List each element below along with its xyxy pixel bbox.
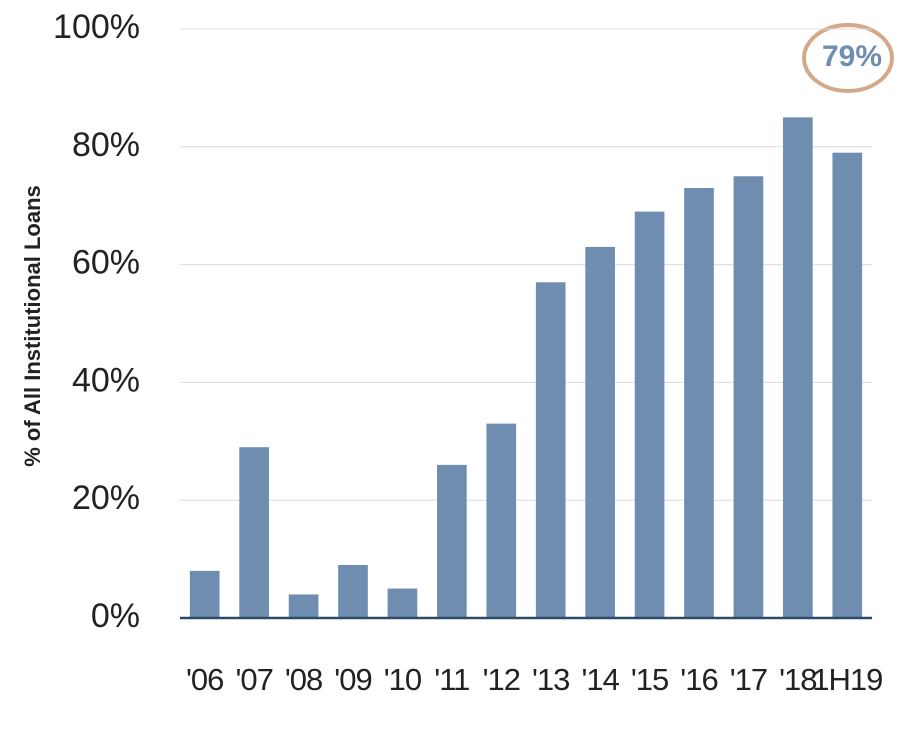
x-tick-label: '07 <box>235 662 272 697</box>
x-tick-label: '13 <box>532 662 569 697</box>
x-tick-label: '10 <box>384 662 422 697</box>
y-tick-label: 40% <box>72 361 140 399</box>
annotation-circle <box>802 23 894 93</box>
bar <box>437 464 467 618</box>
annotation: 79% <box>822 40 882 73</box>
bar <box>288 594 319 618</box>
x-tick-label: '08 <box>285 662 322 697</box>
y-tick-label: 80% <box>72 126 140 164</box>
x-tick-label: '12 <box>483 662 520 697</box>
x-tick-label: '16 <box>680 662 717 697</box>
x-tick-label: '14 <box>581 662 619 697</box>
bar <box>684 188 714 618</box>
y-axis-label: % of All Institutional Loans <box>20 185 45 467</box>
bar <box>239 447 269 618</box>
y-tick-label: 20% <box>72 479 140 517</box>
bar <box>783 117 813 618</box>
x-tick-label: '15 <box>631 662 668 697</box>
bar <box>486 423 517 618</box>
bar <box>535 282 566 618</box>
bar <box>338 564 368 618</box>
x-tick-label: '17 <box>730 662 767 697</box>
x-tick-label: '09 <box>334 662 371 697</box>
y-tick-label: 60% <box>72 244 140 282</box>
x-tick-label: '18 <box>779 662 816 697</box>
y-tick-label: 0% <box>91 597 140 635</box>
y-tick-label: 100% <box>53 8 140 46</box>
x-tick-label: '11 <box>434 662 469 697</box>
bar <box>189 570 220 618</box>
bar <box>585 246 615 618</box>
bar <box>387 588 418 618</box>
bar <box>634 211 665 618</box>
x-tick-label: '06 <box>186 662 223 697</box>
x-tick-label: 1H19 <box>812 662 882 697</box>
bar <box>733 176 764 618</box>
bar <box>832 152 863 618</box>
